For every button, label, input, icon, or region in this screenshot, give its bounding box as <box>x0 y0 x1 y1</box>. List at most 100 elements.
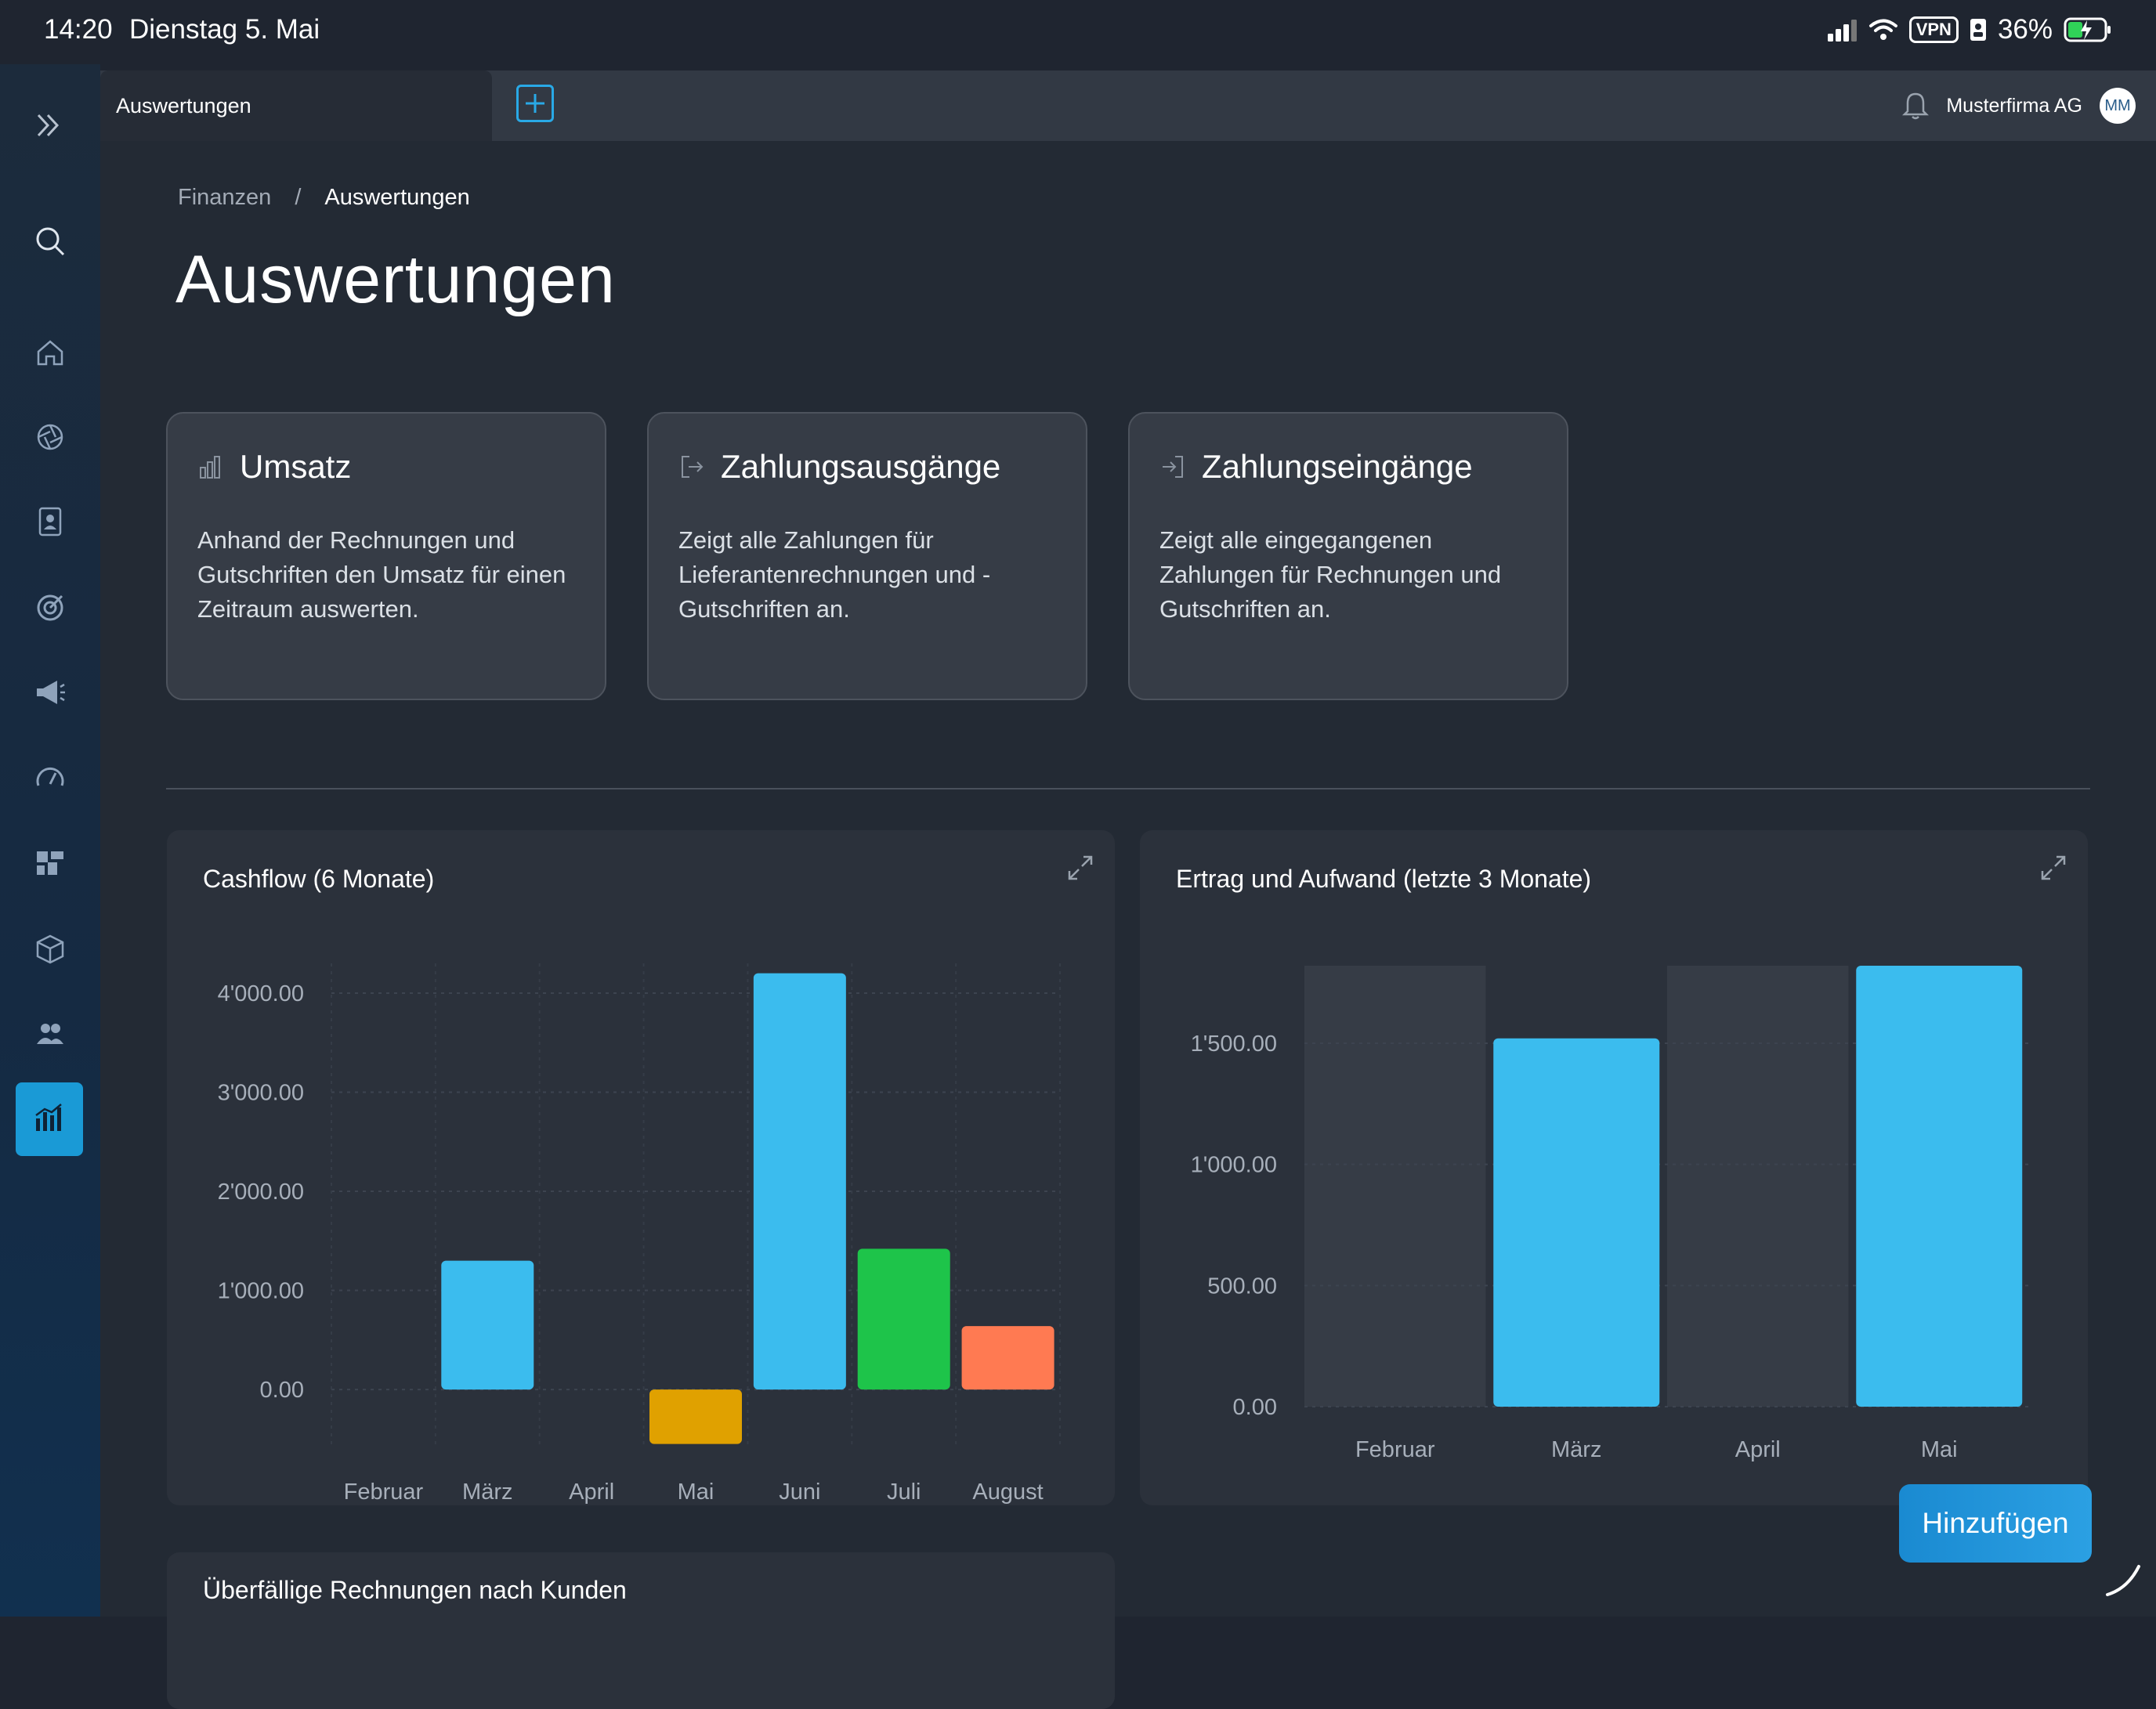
band <box>1304 966 1486 1407</box>
sidebar-item-home[interactable] <box>30 332 71 373</box>
tab-label: Auswertungen <box>116 94 251 117</box>
analytics-chart-icon <box>35 1104 62 1131</box>
expand-icon[interactable] <box>2039 854 2067 882</box>
speedometer-icon <box>36 768 64 786</box>
card-umsatz[interactable]: Umsatz Anhand der Rechnungen und Gutschr… <box>166 412 606 700</box>
band <box>1667 966 1849 1407</box>
bar <box>857 1248 950 1390</box>
sidebar <box>0 64 100 1617</box>
bar <box>441 1260 534 1390</box>
sidebar-item-performance[interactable] <box>30 758 71 799</box>
ertrag-panel: Ertrag und Aufwand (letzte 3 Monate) 1'5… <box>1140 830 2088 1505</box>
status-date: Dienstag 5. Mai <box>129 14 320 45</box>
expand-chevrons-icon <box>37 114 60 137</box>
cellular-signal-icon <box>1827 20 1857 42</box>
megaphone-icon <box>37 681 65 704</box>
battery-charging-icon <box>2064 17 2111 42</box>
sidebar-item-goals[interactable] <box>30 587 71 628</box>
x-tick-label: März <box>462 1480 512 1505</box>
bar-chart-icon <box>200 456 220 479</box>
card-description: Zeigt alle Zahlungen für Lieferantenrech… <box>678 526 991 623</box>
plus-icon <box>526 94 544 113</box>
bar <box>961 1326 1054 1390</box>
x-tick-label: Februar <box>1355 1437 1435 1462</box>
cashflow-chart: 4'000.00 3'000.00 2'000.00 1'000.00 0.00 Febr… <box>218 963 1061 1505</box>
x-tick-label: August <box>972 1480 1043 1505</box>
card-zahlungseingaenge[interactable]: Zahlungseingänge Zeigt alle eingegangene… <box>1128 412 1568 700</box>
card-description: Zeigt alle eingegangenen Zahlungen für R… <box>1159 526 1502 623</box>
logout-arrow-icon <box>682 456 704 478</box>
x-tick-label: April <box>1735 1437 1781 1462</box>
page-title: Auswertungen <box>175 242 616 317</box>
vpn-badge: VPN <box>1908 16 1959 43</box>
status-time: 14:20 <box>44 14 113 45</box>
target-icon <box>37 594 63 621</box>
battery-percent: 36% <box>1997 14 2053 45</box>
main-content: Finanzen / Auswertungen Auswertungen Ums… <box>100 141 2156 1709</box>
y-tick-label: 1'000.00 <box>218 1279 304 1304</box>
search-icon <box>36 227 65 256</box>
x-tick-label: Juni <box>779 1480 820 1505</box>
sidebar-item-dashboard[interactable] <box>30 843 71 883</box>
bar <box>1493 1038 1660 1407</box>
y-tick-label: 0.00 <box>1233 1395 1277 1420</box>
card-zahlungsausgaenge[interactable]: Zahlungsausgänge Zeigt alle Zahlungen fü… <box>647 412 1087 700</box>
panel-title: Ertrag und Aufwand (letzte 3 Monate) <box>1176 865 1592 893</box>
bar <box>649 1389 742 1444</box>
y-tick-label: 2'000.00 <box>218 1180 304 1205</box>
sidebar-item-products[interactable] <box>30 929 71 970</box>
y-tick-label: 1'000.00 <box>1191 1153 1277 1178</box>
overdue-panel: Überfällige Rechnungen nach Kunden <box>167 1552 1115 1709</box>
tab-bar: Auswertungen Musterfirma AG MM <box>100 70 2156 141</box>
login-arrow-icon <box>1163 456 1183 478</box>
ertrag-chart: 1'500.00 1'000.00 500.00 0.00 Februar März Apr… <box>1191 966 2030 1462</box>
y-tick-label: 4'000.00 <box>218 981 304 1006</box>
x-tick-label: April <box>569 1480 614 1505</box>
breadcrumb-current: Auswertungen <box>324 185 470 210</box>
card-title: Zahlungseingänge <box>1202 448 1473 485</box>
y-tick-label: 500.00 <box>1207 1274 1277 1299</box>
x-tick-label: Februar <box>344 1480 424 1505</box>
tab-auswertungen[interactable]: Auswertungen <box>100 70 492 141</box>
bar <box>753 973 846 1390</box>
y-tick-label: 1'500.00 <box>1191 1032 1277 1057</box>
tab-bar-right: Musterfirma AG MM <box>1902 88 2136 124</box>
sidebar-item-aperture[interactable] <box>30 417 71 457</box>
cashflow-panel: Cashflow (6 Monate) 4'000.00 3'000.00 2'00… <box>167 830 1115 1505</box>
section-divider <box>166 788 2090 789</box>
bell-icon[interactable] <box>1902 91 1930 121</box>
x-tick-label: März <box>1551 1437 1601 1462</box>
package-icon <box>36 934 64 964</box>
add-tab-button[interactable] <box>516 85 554 122</box>
avatar[interactable]: MM <box>2100 88 2136 124</box>
breadcrumb: Finanzen / Auswertungen <box>178 185 470 211</box>
pencil-stroke-icon <box>2106 1565 2140 1596</box>
id-badge-icon <box>1970 19 1986 41</box>
sidebar-item-analytics[interactable] <box>16 1082 83 1156</box>
expand-icon[interactable] <box>1066 854 1094 882</box>
y-tick-label: 0.00 <box>260 1378 304 1403</box>
home-icon <box>37 340 63 366</box>
breadcrumb-parent[interactable]: Finanzen <box>178 185 272 210</box>
x-tick-label: Mai <box>678 1480 714 1505</box>
bar <box>1856 966 2023 1407</box>
x-tick-label: Mai <box>1921 1437 1958 1462</box>
y-tick-label: 3'000.00 <box>218 1080 304 1105</box>
sidebar-item-contacts[interactable] <box>30 501 71 542</box>
status-indicators: VPN 36% <box>1826 13 2112 47</box>
breadcrumb-separator: / <box>295 185 302 210</box>
wifi-icon <box>1868 19 1897 40</box>
add-button[interactable]: Hinzufügen <box>1899 1484 2092 1563</box>
card-title: Zahlungsausgänge <box>721 448 1001 485</box>
card-title: Umsatz <box>240 448 352 485</box>
panel-title: Cashflow (6 Monate) <box>203 865 435 893</box>
sidebar-item-search[interactable] <box>30 221 71 262</box>
sidebar-item-users[interactable] <box>30 1013 71 1054</box>
expand-sidebar-button[interactable] <box>30 105 71 146</box>
card-description: Anhand der Rechnungen und Gutschriften d… <box>197 526 566 623</box>
company-name[interactable]: Musterfirma AG <box>1946 94 2082 117</box>
x-tick-label: Juli <box>887 1480 921 1505</box>
aperture-icon <box>37 424 63 450</box>
contacts-book-icon <box>38 507 62 537</box>
sidebar-item-marketing[interactable] <box>30 672 71 713</box>
